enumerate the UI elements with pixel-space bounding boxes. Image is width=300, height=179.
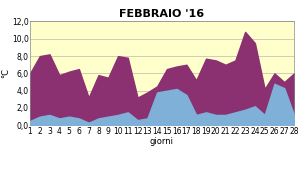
X-axis label: giorni: giorni	[150, 137, 174, 146]
Title: FEBBRAIO '16: FEBBRAIO '16	[119, 9, 205, 19]
Y-axis label: °C: °C	[1, 68, 10, 78]
